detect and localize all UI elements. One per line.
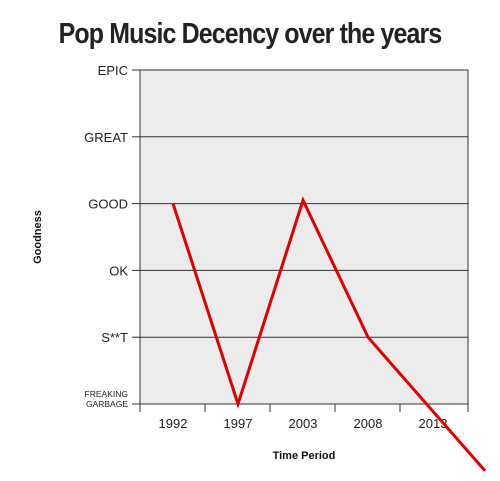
y-tick-label: EPIC	[98, 63, 128, 78]
x-tick-label: 2003	[289, 416, 318, 431]
y-tick-label: S**T	[101, 330, 128, 345]
x-axis-ticks	[139, 404, 469, 412]
chart-title: Pop Music Decency over the years	[58, 18, 443, 50]
x-axis-labels: 1992 1997 2003 2008 2013	[159, 416, 448, 431]
y-tick-label: GREAT	[84, 130, 128, 145]
y-tick-label: FREAKING GARBAGE	[85, 389, 129, 409]
series-line	[171, 196, 487, 472]
plot-area	[140, 70, 468, 404]
y-axis-labels: FREAKING GARBAGE S**T OK GOOD GREAT EPIC	[84, 63, 128, 409]
x-tick-label: 1992	[159, 416, 188, 431]
y-axis-title: Goodness	[32, 210, 44, 264]
x-tick-label: 2008	[354, 416, 383, 431]
series-group	[171, 196, 487, 472]
y-axis-ticks	[132, 69, 140, 405]
y-tick-label: GOOD	[88, 197, 128, 212]
x-axis-title: Time Period	[273, 450, 336, 462]
x-tick-label: 1997	[224, 416, 253, 431]
y-tick-label: OK	[109, 263, 128, 278]
